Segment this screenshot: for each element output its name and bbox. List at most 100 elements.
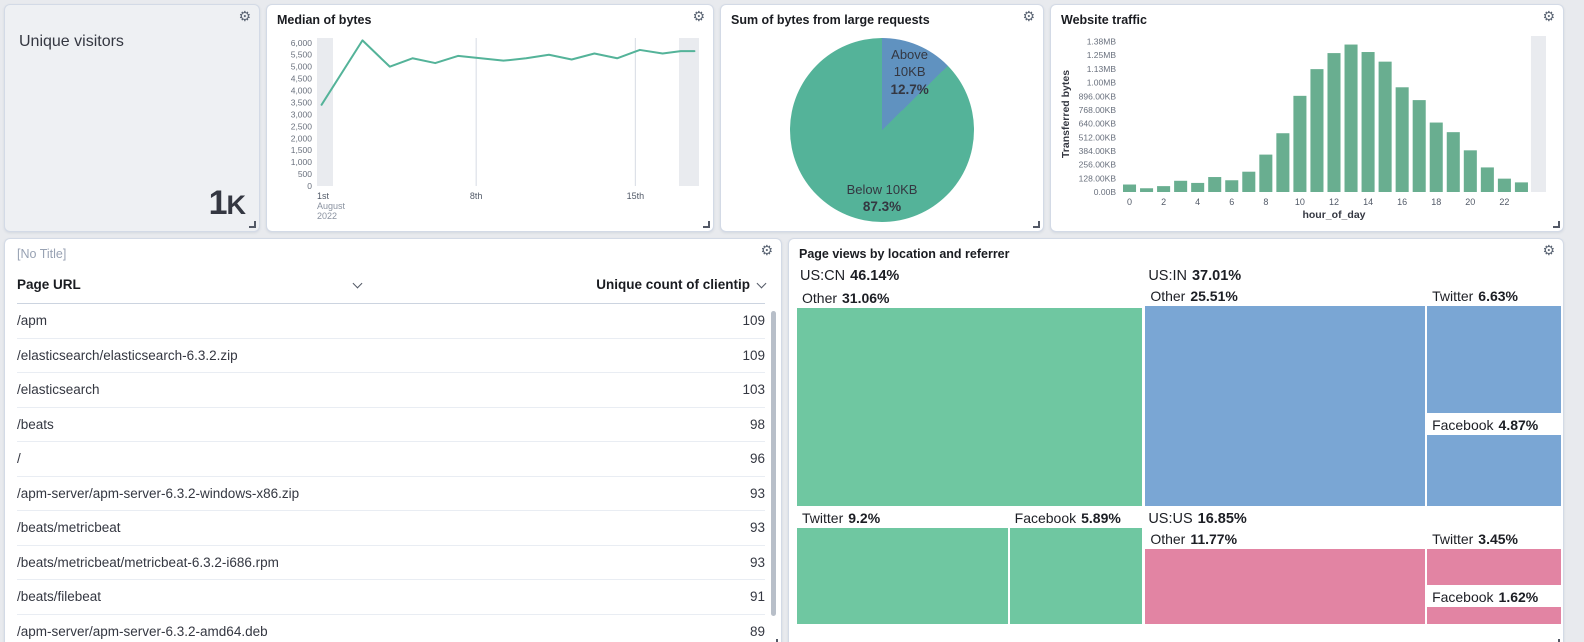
- table-header-unique-count[interactable]: Unique count of clientip: [369, 277, 767, 292]
- panel-title: Page views by location and referrer: [799, 247, 1010, 261]
- gear-icon[interactable]: ⚙: [238, 9, 251, 25]
- gear-icon[interactable]: ⚙: [692, 9, 705, 25]
- svg-text:Transferred bytes: Transferred bytes: [1060, 70, 1072, 158]
- panel-page-table: [No Title] ⚙ Page URL Unique count of cl…: [4, 238, 782, 642]
- website-traffic-chart: 0.00B128.00KB256.00KB384.00KB512.00KB640…: [1060, 36, 1546, 221]
- treemap-cell-area: [797, 528, 1008, 624]
- svg-text:896.00KB: 896.00KB: [1079, 91, 1117, 101]
- svg-text:1.38MB: 1.38MB: [1087, 37, 1117, 47]
- treemap-cell-area: [797, 308, 1143, 506]
- cell-count: 109: [742, 347, 765, 363]
- panel-treemap: Page views by location and referrer ⚙ US…: [788, 238, 1564, 642]
- treemap-cell-facebook[interactable]: Facebook 1.62%: [1427, 587, 1561, 624]
- treemap-cell-label: Other 11.77%: [1145, 529, 1426, 549]
- svg-text:384.00KB: 384.00KB: [1079, 146, 1117, 156]
- treemap-subcolumn: Twitter 6.63% Facebook 4.87%: [1427, 286, 1561, 506]
- treemap-cell-other[interactable]: Other 11.77%: [1145, 529, 1426, 624]
- panel-title: Sum of bytes from large requests: [731, 13, 930, 27]
- treemap-cell-facebook[interactable]: Facebook 4.87%: [1427, 415, 1561, 506]
- dashboard-row-top: ⚙ Unique visitors 1K Median of bytes ⚙ 0…: [4, 4, 1564, 232]
- treemap-cell-label: Facebook 5.89%: [1009, 508, 1143, 528]
- page-url-table: Page URL Unique count of clientip /apm 10…: [17, 266, 767, 642]
- treemap-cell-twitter[interactable]: Twitter 9.2%: [797, 508, 1008, 624]
- pie-chart[interactable]: [790, 38, 974, 222]
- treemap-cell-area: [1427, 607, 1561, 624]
- treemap-cell-twitter[interactable]: Twitter 3.45%: [1427, 529, 1561, 585]
- table-row: /apm 109: [17, 304, 765, 339]
- svg-text:5,000: 5,000: [291, 62, 313, 72]
- treemap-cell-facebook[interactable]: Facebook 5.89%: [1009, 508, 1143, 624]
- panel-title: Website traffic: [1061, 13, 1147, 27]
- cell-page-url: /elasticsearch: [17, 382, 100, 398]
- gear-icon[interactable]: ⚙: [1022, 9, 1035, 25]
- cell-count: 93: [749, 520, 765, 536]
- gear-icon[interactable]: ⚙: [1542, 243, 1555, 259]
- column-label: Unique count of clientip: [596, 277, 750, 292]
- cell-count: 103: [742, 382, 765, 398]
- treemap-cell-area: [1145, 549, 1426, 624]
- svg-text:2022: 2022: [317, 211, 337, 221]
- cell-page-url: /elasticsearch/elasticsearch-6.3.2.zip: [17, 347, 238, 363]
- treemap-cell-area: [1427, 435, 1561, 506]
- treemap-cell-label: Twitter 3.45%: [1427, 529, 1561, 549]
- pie-chart-wrap: Above 10KB 12.7% Below 10KB 87.3%: [790, 38, 974, 222]
- treemap-cell-twitter[interactable]: Twitter 6.63%: [1427, 286, 1561, 413]
- cell-page-url: /beats: [17, 416, 54, 432]
- chevron-down-icon[interactable]: [352, 278, 362, 288]
- table-row: /beats/metricbeat 93: [17, 511, 765, 546]
- cell-page-url: /beats/metricbeat: [17, 520, 121, 536]
- treemap-group-us-cn: US:CN 46.14% Other 31.06% Twitter 9.2% Face…: [797, 266, 1143, 624]
- chevron-down-icon[interactable]: [756, 278, 767, 288]
- svg-text:1,500: 1,500: [291, 145, 313, 155]
- pie-label-above: Above 10KB 12.7%: [890, 47, 929, 97]
- treemap-group-header: US:CN 46.14%: [797, 266, 1143, 286]
- svg-text:1.25MB: 1.25MB: [1087, 50, 1117, 60]
- svg-text:16: 16: [1397, 197, 1407, 207]
- gear-icon[interactable]: ⚙: [760, 243, 773, 259]
- metric-value-suffix: K: [226, 190, 246, 220]
- treemap-right-column: US:IN 37.01% Other 25.51% Twitter 6.63%: [1145, 266, 1561, 624]
- treemap-group-header: US:US 16.85%: [1145, 509, 1561, 529]
- svg-text:August: August: [317, 201, 346, 211]
- svg-text:0: 0: [307, 181, 312, 191]
- svg-text:1.13MB: 1.13MB: [1087, 64, 1117, 74]
- svg-text:6,000: 6,000: [291, 38, 313, 48]
- column-label: Page URL: [17, 277, 81, 292]
- gear-icon[interactable]: ⚙: [1542, 9, 1555, 25]
- cell-count: 93: [749, 554, 765, 570]
- svg-text:640.00KB: 640.00KB: [1079, 119, 1117, 129]
- panel-title: [No Title]: [17, 247, 67, 261]
- resize-handle-icon[interactable]: [771, 639, 778, 642]
- cell-page-url: /beats/metricbeat/metricbeat-6.3.2-i686.…: [17, 554, 279, 570]
- cell-count: 93: [749, 485, 765, 501]
- resize-handle-icon[interactable]: [703, 221, 710, 228]
- treemap-cell-label: Facebook 4.87%: [1427, 415, 1561, 435]
- treemap-row: Other 11.77% Twitter 3.45% Facebook 1.62%: [1145, 529, 1561, 624]
- table-header-page-url[interactable]: Page URL: [17, 277, 369, 292]
- panel-website-traffic: Website traffic ⚙ 0.00B 128.00KB 256.00KB 3…: [1050, 4, 1564, 232]
- cell-count: 98: [749, 416, 765, 432]
- svg-text:10: 10: [1295, 197, 1305, 207]
- treemap-row: Twitter 9.2% Facebook 5.89%: [797, 508, 1143, 624]
- svg-text:5,500: 5,500: [291, 50, 313, 60]
- svg-text:12: 12: [1329, 197, 1339, 207]
- table-scrollbar[interactable]: [771, 311, 776, 616]
- resize-handle-icon[interactable]: [249, 221, 256, 228]
- svg-text:6: 6: [1229, 197, 1234, 207]
- svg-text:500: 500: [298, 169, 312, 179]
- treemap-cell-other[interactable]: Other 25.51%: [1145, 286, 1426, 506]
- pie-label-below: Below 10KB 87.3%: [846, 181, 918, 215]
- cell-page-url: /: [17, 451, 21, 467]
- treemap-cell-label: Twitter 6.63%: [1427, 286, 1561, 306]
- table-row: /beats/metricbeat/metricbeat-6.3.2-i686.…: [17, 546, 765, 580]
- svg-text:1.00MB: 1.00MB: [1087, 78, 1117, 88]
- resize-handle-icon[interactable]: [1553, 639, 1560, 642]
- resize-handle-icon[interactable]: [1553, 221, 1560, 228]
- treemap-group-us-in: US:IN 37.01% Other 25.51% Twitter 6.63%: [1145, 266, 1561, 506]
- treemap-cell-label: Twitter 9.2%: [797, 508, 1008, 528]
- svg-text:768.00KB: 768.00KB: [1079, 105, 1117, 115]
- resize-handle-icon[interactable]: [1033, 221, 1040, 228]
- svg-text:8: 8: [1263, 197, 1268, 207]
- treemap-cell-other[interactable]: Other 31.06%: [797, 288, 1143, 506]
